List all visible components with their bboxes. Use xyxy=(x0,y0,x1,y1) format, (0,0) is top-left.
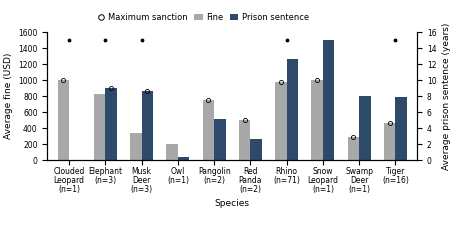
Bar xyxy=(359,96,371,160)
Bar xyxy=(323,40,335,160)
Bar xyxy=(347,137,359,160)
Bar xyxy=(166,144,178,160)
Bar xyxy=(178,158,190,160)
Bar xyxy=(94,94,105,160)
Y-axis label: Average fine (USD): Average fine (USD) xyxy=(4,53,13,139)
Bar xyxy=(142,91,153,160)
Bar xyxy=(130,133,142,160)
Bar xyxy=(287,59,298,160)
Bar xyxy=(202,100,214,160)
Bar xyxy=(311,80,323,160)
Bar xyxy=(214,120,226,160)
X-axis label: Species: Species xyxy=(215,199,250,208)
Bar xyxy=(384,123,395,160)
Bar xyxy=(275,82,287,160)
Bar xyxy=(395,97,407,160)
Bar xyxy=(105,88,117,160)
Y-axis label: Average prison sentence (years): Average prison sentence (years) xyxy=(442,22,451,170)
Bar xyxy=(57,80,69,160)
Bar xyxy=(239,120,250,160)
Legend: Maximum sanction, Fine, Prison sentence: Maximum sanction, Fine, Prison sentence xyxy=(97,13,309,22)
Bar xyxy=(250,139,262,160)
